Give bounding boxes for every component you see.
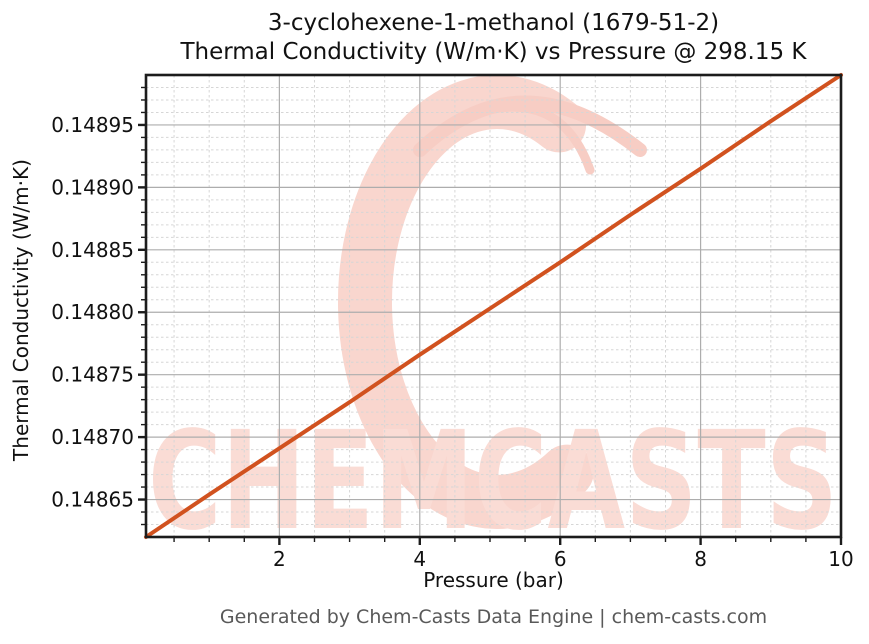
x-tick-label: 8 <box>694 547 707 571</box>
tick-marks <box>138 86 843 545</box>
x-axis-label: Pressure (bar) <box>423 568 564 592</box>
footer-credit: Generated by Chem-Casts Data Engine | ch… <box>219 606 768 628</box>
x-tick-label: 10 <box>828 547 853 571</box>
watermark-flourish-icon <box>465 102 595 175</box>
chart-title: 3-cyclohexene-1-methanol (1679-51-2) The… <box>146 9 841 67</box>
x-tick-label: 2 <box>273 547 286 571</box>
chart-title-line1: 3-cyclohexene-1-methanol (1679-51-2) <box>267 10 720 36</box>
x-tick-label: 4 <box>413 547 426 571</box>
y-tick-label: 0.14895 <box>51 113 134 137</box>
x-tick-label: 6 <box>554 547 567 571</box>
data-line-thermal-conductivity <box>144 73 843 539</box>
plot-spines <box>144 73 843 539</box>
y-axis-label: Thermal Conductivity (W/m·K) <box>9 159 33 461</box>
x-tick-labels: 2 4 6 8 10 <box>273 547 854 571</box>
watermark-logo-c <box>338 75 594 529</box>
grid-minor <box>146 75 841 537</box>
watermark: CHEMCASTS <box>148 75 838 561</box>
y-tick-label: 0.14870 <box>51 425 134 449</box>
watermark-text: CHEMCASTS <box>148 403 838 561</box>
y-tick-label: 0.14875 <box>51 363 134 387</box>
y-tick-label: 0.14890 <box>51 175 134 199</box>
chart-title-line2: Thermal Conductivity (W/m·K) vs Pressure… <box>180 39 807 65</box>
y-tick-label: 0.14865 <box>51 488 134 512</box>
y-tick-label: 0.14885 <box>51 238 134 262</box>
y-tick-label: 0.14880 <box>51 300 134 324</box>
y-tick-labels: 0.14865 0.14870 0.14875 0.14880 0.14885 0.148… <box>51 113 134 512</box>
watermark-flourish-icon <box>413 95 647 157</box>
